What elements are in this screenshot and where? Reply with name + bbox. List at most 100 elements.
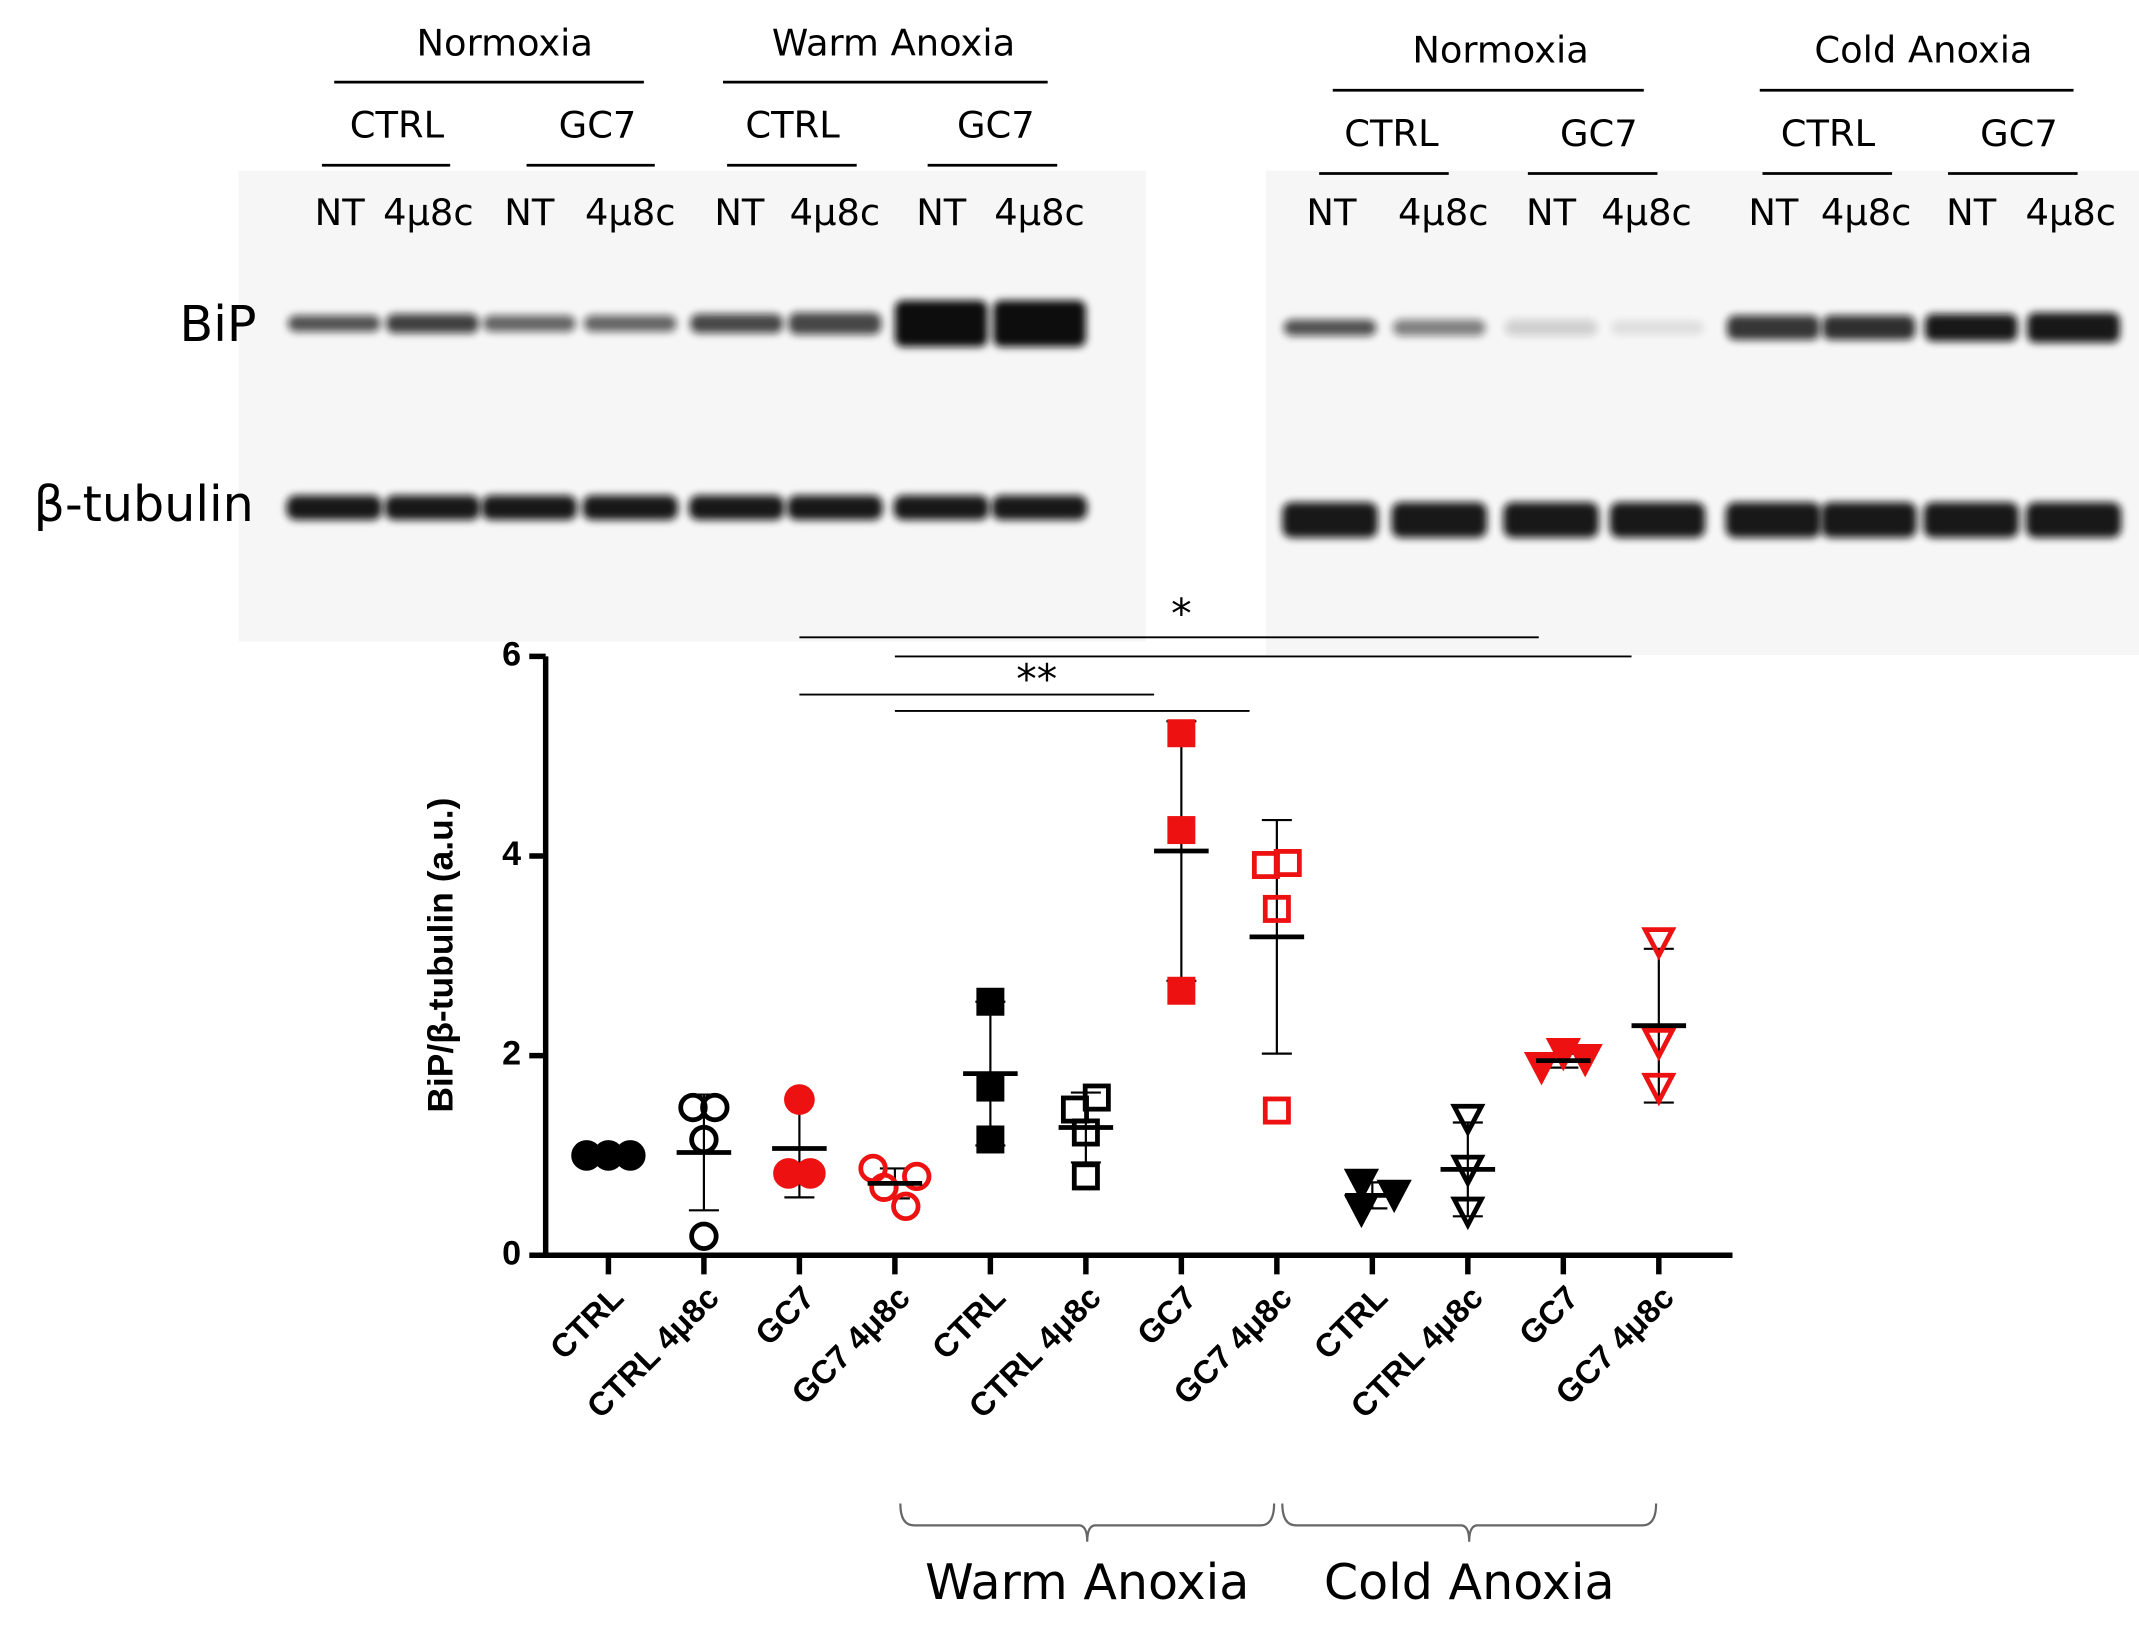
treatment-label: CTRL [1781, 112, 1876, 155]
bip-band [1611, 320, 1704, 335]
tubulin-band [384, 495, 481, 520]
data-point [902, 1161, 932, 1192]
tubulin-band [1725, 502, 1822, 538]
lane-label: NT [1946, 191, 1997, 234]
row-label: β-tubulin [34, 475, 254, 533]
tubulin-band [582, 495, 678, 520]
condition-label: Normoxia [1412, 29, 1588, 72]
data-point [1343, 1168, 1380, 1203]
lane-label: NT [916, 191, 967, 234]
data-point [678, 1092, 708, 1123]
data-point [869, 1172, 899, 1203]
bip-band [1822, 315, 1916, 340]
data-point [1450, 1103, 1486, 1138]
x-tick-label: CTRL [543, 1278, 631, 1366]
tubulin-band [1391, 502, 1487, 538]
group-label: Cold Anoxia [1324, 1553, 1615, 1611]
data-point [891, 1191, 921, 1222]
data-point [976, 987, 1005, 1016]
significance-label: * [1171, 590, 1191, 638]
bip-band [993, 300, 1086, 347]
x-tick-label: CTRL [925, 1278, 1013, 1366]
treatment-label: CTRL [350, 104, 445, 147]
treatment-label: CTRL [1344, 112, 1439, 155]
lane-label: NT [315, 191, 366, 234]
data-point [700, 1092, 730, 1123]
tubulin-band [481, 495, 578, 520]
tubulin-band [688, 495, 785, 520]
tubulin-band [787, 495, 883, 520]
tubulin-band [1923, 502, 2019, 538]
data-point [1167, 719, 1196, 748]
data-point [1641, 1027, 1677, 1062]
lane-label: 4μ8c [585, 191, 676, 234]
tubulin-band [1282, 502, 1378, 538]
treatment-label: GC7 [1980, 112, 2058, 155]
bip-band [583, 315, 677, 332]
tubulin-band [991, 495, 1088, 520]
bip-band [287, 315, 381, 332]
lane-label: NT [504, 191, 555, 234]
x-tick-label: GC7 [748, 1278, 822, 1352]
tubulin-band [2025, 502, 2122, 538]
data-point [689, 1221, 719, 1251]
x-tick-label: GC7 [1512, 1278, 1586, 1352]
data-point [794, 1158, 826, 1189]
treatment-label: GC7 [1560, 112, 1638, 155]
data-point [1082, 1083, 1111, 1112]
lane-label: 4μ8c [1821, 191, 1912, 234]
treatment-label: GC7 [957, 104, 1035, 147]
y-axis-label: BiP/β-tubulin (a.u.) [421, 798, 461, 1113]
bip-band [894, 300, 988, 347]
data-point [1167, 976, 1196, 1005]
blot-membrane [238, 170, 1146, 642]
treatment-label: GC7 [559, 104, 637, 147]
y-tick-label: 4 [502, 835, 521, 873]
blot-layer: Normoxia Warm Anoxia CTRL GC7 CTRL GC7 NT 4μ8c N… [34, 22, 2122, 538]
lane-label: NT [1306, 191, 1357, 234]
lane-label: NT [1748, 191, 1799, 234]
x-tick-label: GC7 [1130, 1278, 1204, 1352]
data-point [1071, 1118, 1100, 1147]
lane-label: 4μ8c [994, 191, 1085, 234]
group-brace [899, 1503, 1276, 1542]
lane-label: NT [1526, 191, 1577, 234]
lane-label: 4μ8c [1398, 191, 1489, 234]
data-point [1071, 1162, 1100, 1191]
bip-band [1924, 313, 2018, 342]
significance-label: ** [1016, 655, 1057, 703]
group-brace [1281, 1503, 1658, 1542]
bip-band [1283, 319, 1377, 336]
bip-band [2027, 312, 2120, 343]
data-point [1641, 927, 1677, 961]
data-point [1262, 894, 1291, 923]
condition-label: Normoxia [417, 22, 593, 65]
lane-label: 4μ8c [2026, 191, 2117, 234]
data-point [1262, 1096, 1291, 1125]
tubulin-band [1609, 502, 1706, 538]
treatment-label: CTRL [745, 104, 840, 147]
y-tick-label: 0 [502, 1234, 521, 1272]
lane-label: 4μ8c [790, 191, 881, 234]
blot-membrane [1265, 170, 2139, 656]
y-tick-label: 2 [502, 1035, 521, 1073]
bip-band [1392, 319, 1486, 336]
tubulin-band [1821, 502, 1917, 538]
lane-label: 4μ8c [383, 191, 474, 234]
bip-band [1727, 315, 1820, 340]
tubulin-band [286, 495, 382, 520]
bip-band [482, 315, 576, 332]
data-point [1273, 849, 1302, 877]
condition-label: Warm Anoxia [772, 22, 1015, 65]
tubulin-band [893, 495, 990, 520]
lane-label: 4μ8c [1601, 191, 1692, 234]
lane-label: NT [714, 191, 765, 234]
condition-label: Cold Anoxia [1814, 29, 2032, 72]
row-label: BiP [180, 295, 257, 353]
group-label: Warm Anoxia [925, 1553, 1249, 1611]
data-point [784, 1084, 815, 1115]
bip-band [1504, 319, 1598, 336]
data-point [1450, 1196, 1486, 1231]
